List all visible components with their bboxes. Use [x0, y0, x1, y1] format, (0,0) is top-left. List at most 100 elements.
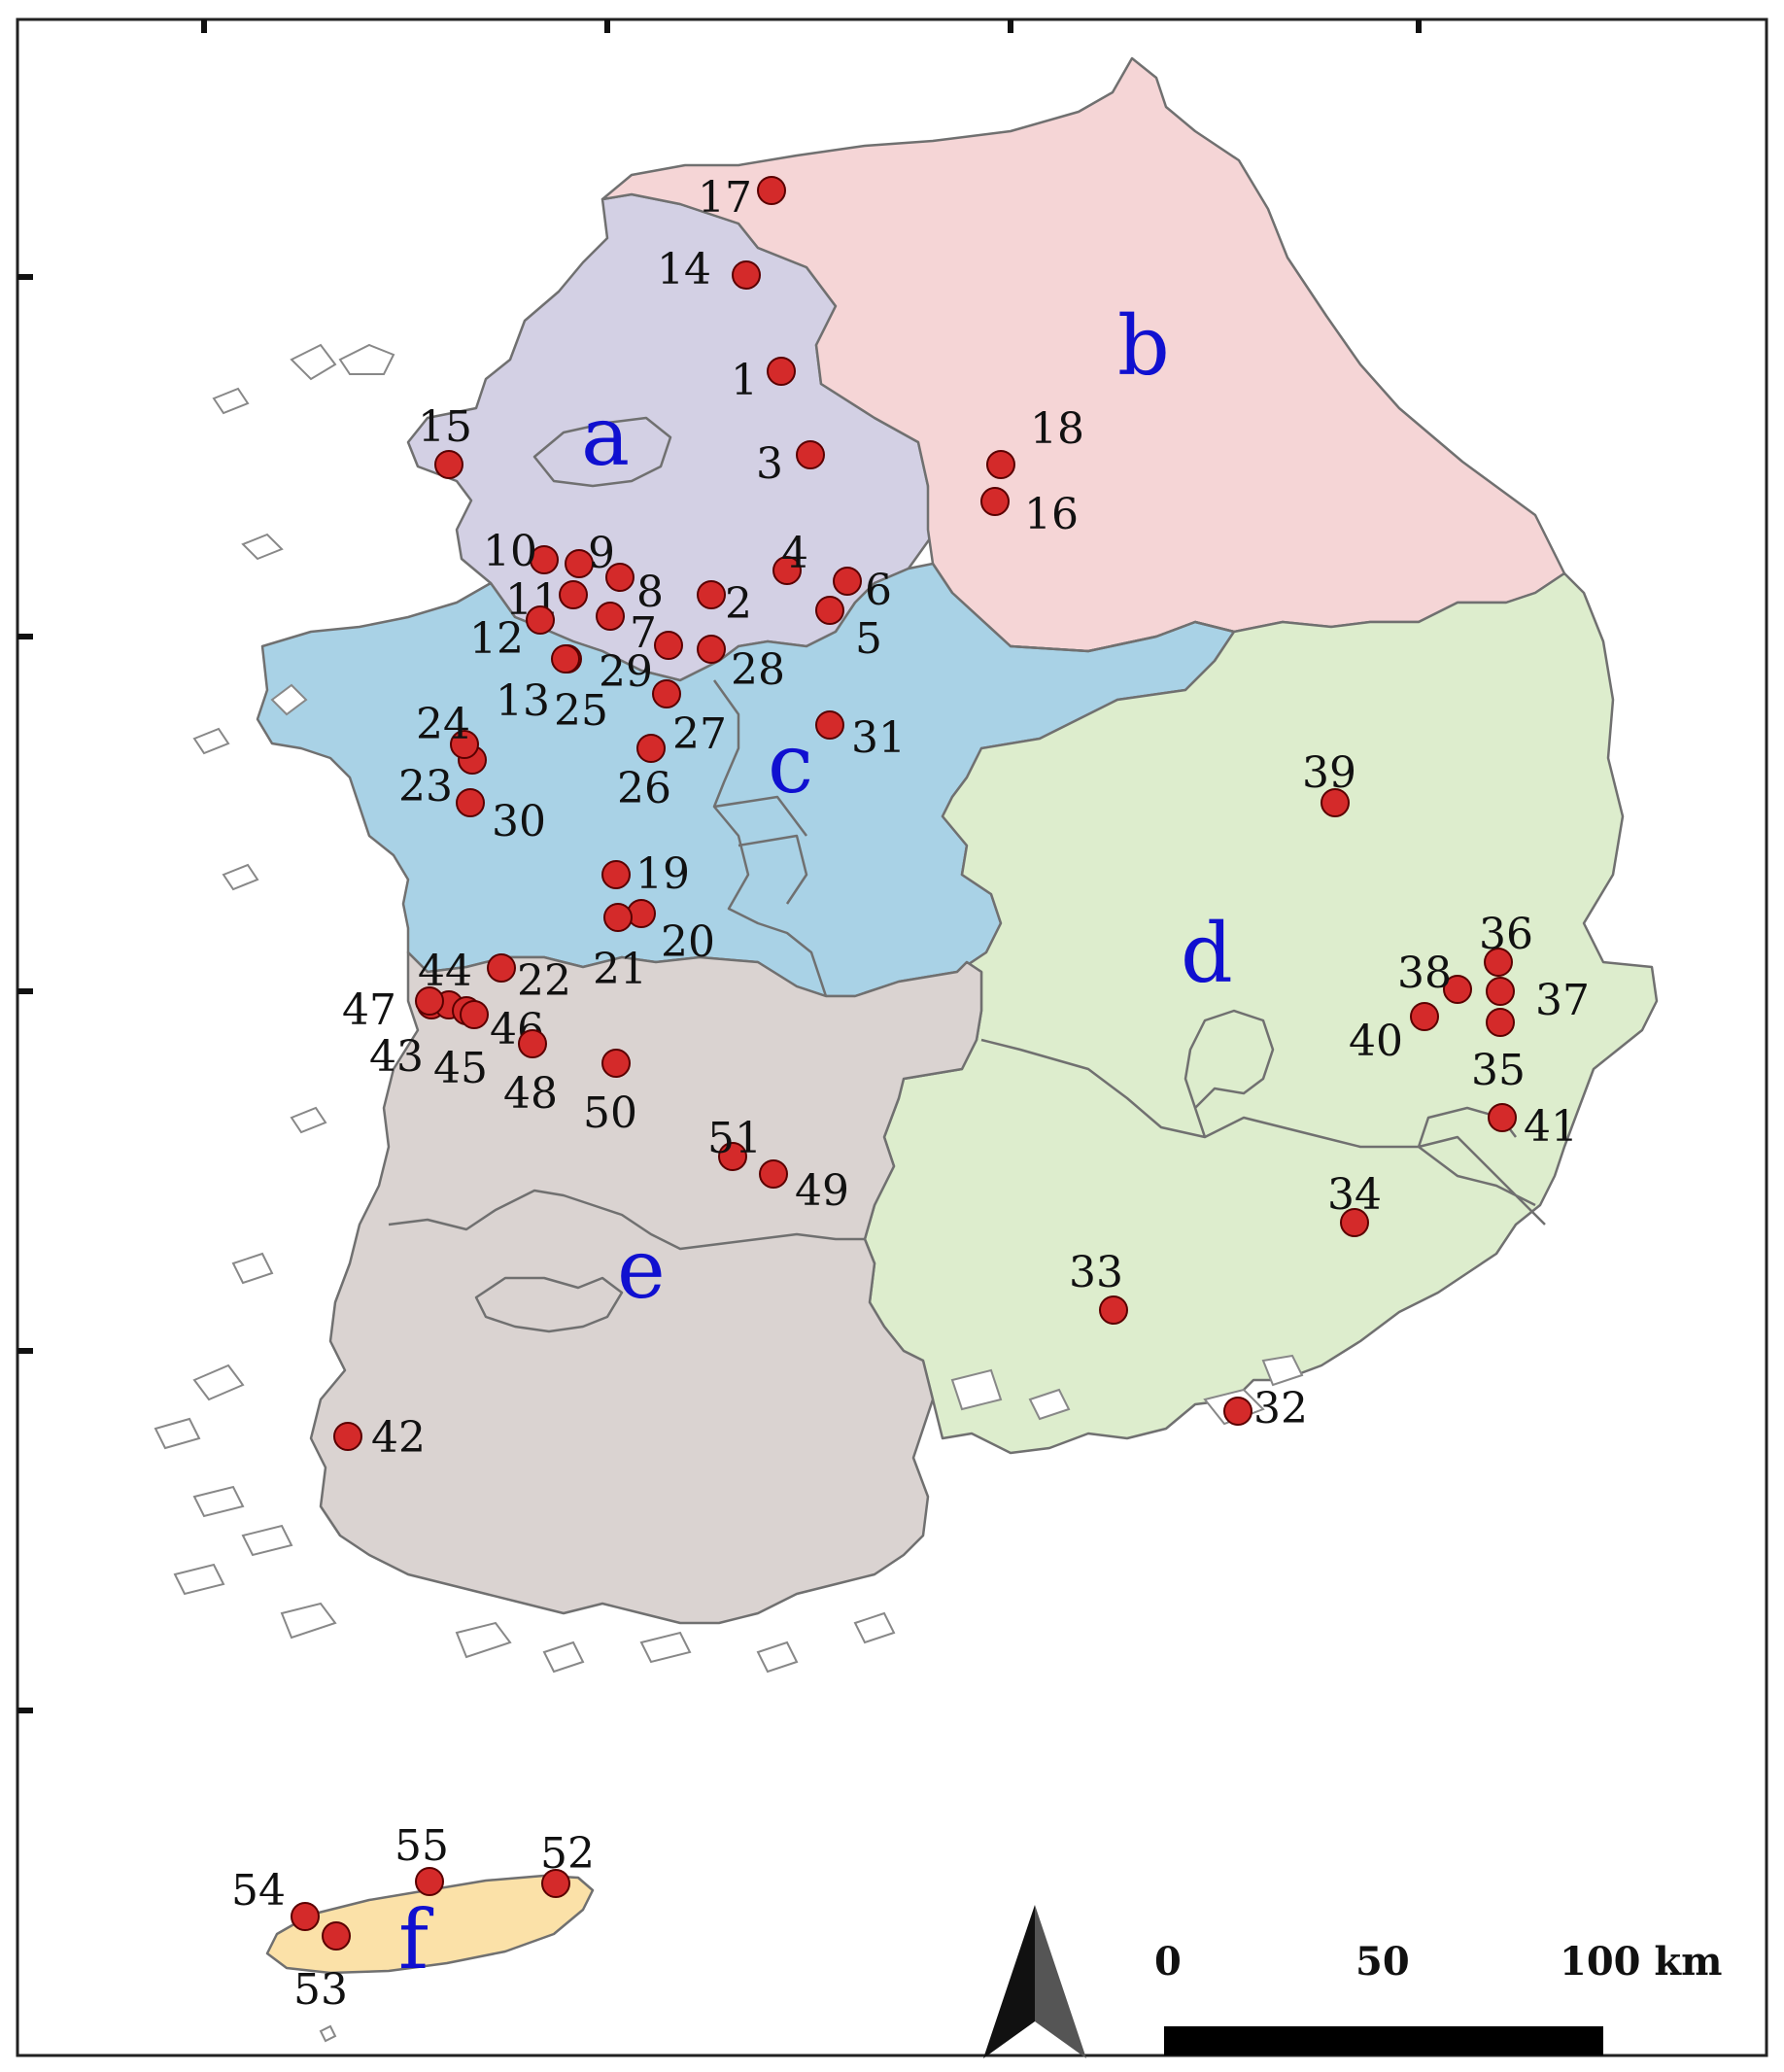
site-marker-5 [815, 596, 844, 625]
site-label-5: 5 [855, 614, 882, 664]
site-marker-55 [415, 1867, 444, 1896]
site-marker-2 [697, 580, 726, 609]
site-label-30: 30 [492, 797, 546, 846]
site-label-39: 39 [1302, 748, 1356, 798]
region-a-inner-boundary [532, 416, 672, 488]
site-marker-53 [322, 1921, 351, 1951]
site-marker-47 [415, 986, 444, 1016]
site-marker-42 [333, 1422, 362, 1451]
scale-bar-rect [1164, 2026, 1603, 2055]
site-marker-18 [986, 450, 1015, 479]
site-marker-4 [772, 556, 802, 585]
site-label-26: 26 [617, 764, 671, 813]
site-label-9: 9 [588, 529, 615, 578]
site-marker-19 [601, 860, 631, 889]
site-marker-29 [654, 631, 683, 660]
site-marker-3 [796, 440, 825, 469]
site-label-6: 6 [865, 566, 892, 615]
site-label-40: 40 [1349, 1017, 1403, 1066]
site-label-14: 14 [657, 245, 711, 294]
site-label-17: 17 [698, 173, 752, 223]
scale-label-0: 0 [1154, 1939, 1182, 1985]
site-marker-30 [456, 788, 485, 817]
site-marker-6 [833, 567, 862, 596]
region-labels: a b c d e f [398, 298, 1233, 1987]
site-marker-14 [732, 260, 761, 290]
site-marker-31 [815, 710, 844, 740]
region-label-c: c [768, 716, 813, 812]
site-label-33: 33 [1069, 1248, 1123, 1297]
scale-label-50: 50 [1355, 1939, 1410, 1985]
site-marker-32 [1223, 1397, 1252, 1426]
site-label-38: 38 [1397, 949, 1452, 998]
site-marker-33 [1099, 1295, 1128, 1325]
site-marker-11 [559, 580, 588, 609]
site-label-1: 1 [731, 356, 758, 405]
site-label-51: 51 [707, 1114, 762, 1163]
site-label-50: 50 [583, 1088, 637, 1138]
site-marker-41 [1488, 1103, 1517, 1132]
site-label-34: 34 [1327, 1170, 1382, 1220]
region-f [265, 1874, 595, 1975]
site-label-41: 41 [1524, 1102, 1578, 1152]
site-label-52: 52 [540, 1829, 595, 1879]
site-label-28: 28 [731, 645, 785, 695]
region-label-d: d [1181, 906, 1233, 1001]
site-marker-27 [652, 679, 681, 708]
site-label-29: 29 [599, 647, 653, 697]
site-marker-21 [603, 903, 633, 932]
site-marker-12 [526, 605, 555, 635]
site-marker-34 [1340, 1208, 1369, 1237]
site-marker-37 [1486, 977, 1515, 1006]
scale-label-100: 100 km [1560, 1939, 1722, 1985]
site-marker-22 [487, 953, 516, 983]
site-label-7: 7 [630, 608, 657, 658]
site-label-18: 18 [1030, 404, 1084, 454]
site-label-19: 19 [635, 849, 690, 899]
site-marker-40 [1410, 1002, 1439, 1031]
site-marker-9 [565, 549, 594, 578]
site-marker-8 [605, 563, 635, 592]
site-marker-35 [1486, 1008, 1515, 1037]
north-arrow-icon [983, 1905, 1086, 2058]
site-marker-10 [530, 545, 559, 574]
site-label-25: 25 [554, 686, 608, 736]
site-marker-52 [541, 1869, 570, 1898]
site-marker-25 [551, 644, 580, 673]
site-label-8: 8 [636, 568, 664, 617]
site-label-10: 10 [483, 527, 537, 576]
site-marker-16 [980, 487, 1010, 516]
site-marker-26 [636, 734, 666, 763]
site-label-2: 2 [725, 579, 752, 629]
site-label-22: 22 [517, 956, 571, 1006]
site-marker-49 [759, 1159, 788, 1189]
regions [256, 56, 1659, 1975]
site-label-15: 15 [418, 402, 472, 452]
site-label-43: 43 [369, 1032, 424, 1082]
site-label-37: 37 [1535, 976, 1590, 1025]
site-label-13: 13 [496, 676, 550, 726]
site-marker-1 [767, 357, 796, 386]
region-d [863, 571, 1659, 1455]
site-marker-17 [757, 176, 786, 205]
site-label-32: 32 [1253, 1384, 1308, 1433]
site-label-16: 16 [1024, 490, 1079, 539]
site-marker-50 [601, 1049, 631, 1078]
site-marker-46 [460, 1000, 489, 1029]
site-label-42: 42 [371, 1413, 426, 1463]
site-label-12: 12 [469, 614, 524, 664]
coastal-islets [154, 343, 1304, 2043]
site-label-55: 55 [395, 1821, 449, 1871]
site-label-3: 3 [756, 439, 783, 489]
region-label-e: e [617, 1222, 666, 1317]
site-label-54: 54 [231, 1866, 286, 1916]
region-e-inner-boundaries [388, 1189, 865, 1333]
region-label-b: b [1117, 298, 1170, 394]
region-d-inner-boundaries [980, 1009, 1546, 1226]
site-label-45: 45 [433, 1044, 488, 1093]
site-marker-48 [518, 1029, 547, 1058]
site-label-27: 27 [672, 709, 727, 759]
site-label-35: 35 [1471, 1046, 1526, 1095]
site-label-36: 36 [1479, 910, 1533, 959]
